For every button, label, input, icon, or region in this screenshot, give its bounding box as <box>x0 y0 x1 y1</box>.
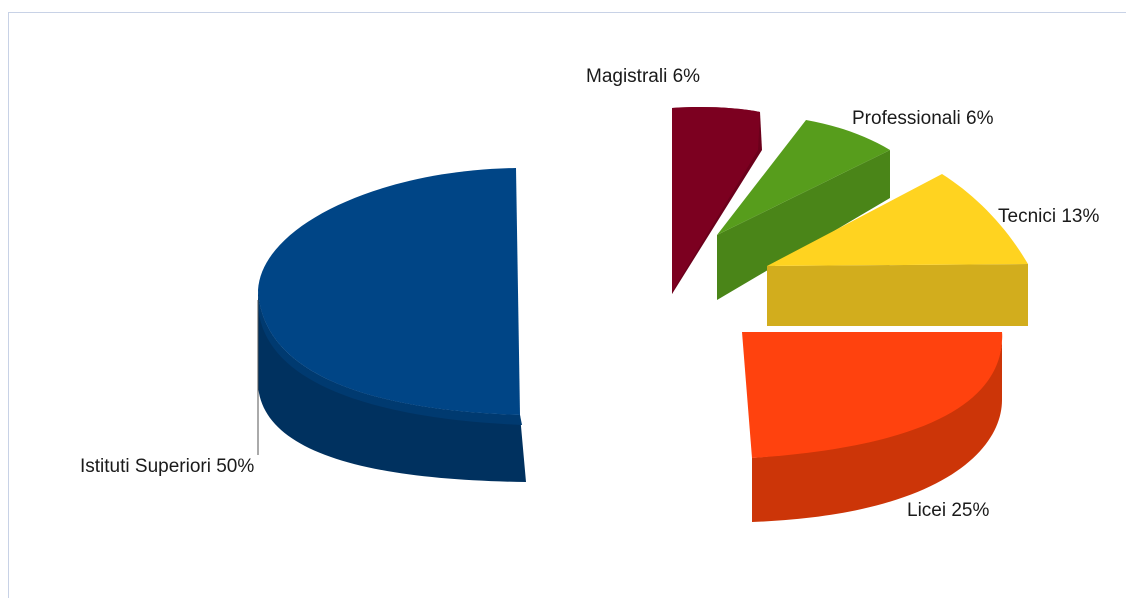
slice-magistrali <box>672 107 762 294</box>
slice-tecnici-side <box>767 264 1028 326</box>
slice-istituti-superiori <box>257 168 526 482</box>
slice-professionali-side <box>717 150 890 300</box>
slice-licei-top <box>742 332 1003 458</box>
slice-licei-side <box>752 332 1003 522</box>
label-licei: Licei 25% <box>907 500 989 521</box>
label-professionali: Professionali 6% <box>852 108 994 129</box>
slice-magistrali-face <box>672 107 760 292</box>
slice-istituti-superiori-side <box>258 290 526 482</box>
slice-licei <box>742 332 1003 522</box>
slice-professionali <box>717 120 890 300</box>
slice-professionali-top <box>717 120 890 235</box>
label-magistrali: Magistrali 6% <box>586 66 700 87</box>
slice-istituti-superiori-top <box>258 168 520 415</box>
slice-tecnici-top <box>767 174 1028 266</box>
slice-tecnici <box>767 174 1028 326</box>
label-istituti-superiori: Istituti Superiori 50% <box>80 456 254 477</box>
label-tecnici: Tecnici 13% <box>998 206 1099 227</box>
